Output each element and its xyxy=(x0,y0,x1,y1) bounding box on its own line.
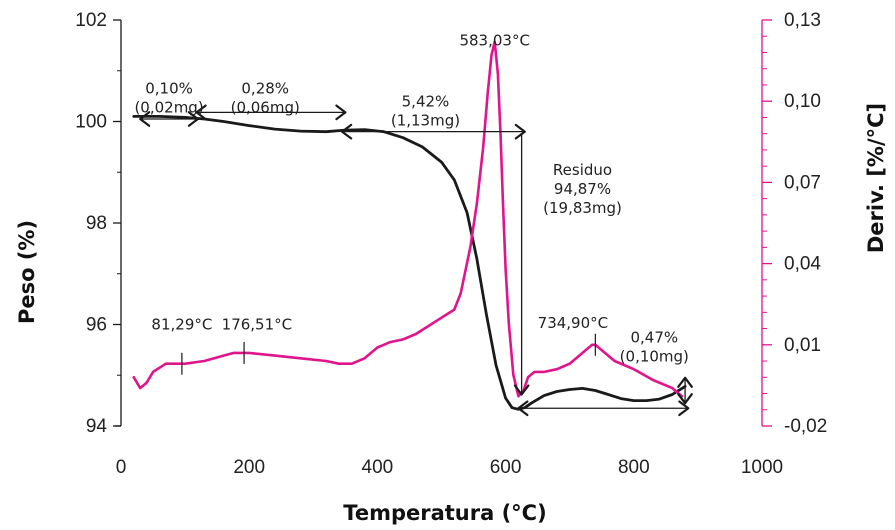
annotation-arrow-head xyxy=(187,111,199,127)
annotation-label: 0,47% xyxy=(630,328,678,346)
annotation-label: 5,42% xyxy=(402,92,450,110)
annotation-label: (0,02mg) xyxy=(134,99,203,117)
annotation-arrow-head xyxy=(514,123,526,140)
annotation-label: 583,03°C xyxy=(459,31,529,49)
annotation-label: (0,06mg) xyxy=(231,99,300,117)
annotation-arrow-head xyxy=(513,384,530,396)
y-left-tick-label: 98 xyxy=(86,213,107,234)
annotation-arrow-head xyxy=(517,400,529,417)
y-right-tick-label: 0,01 xyxy=(784,335,821,356)
axes-group xyxy=(113,19,772,427)
annotation-arrow-head xyxy=(195,104,207,121)
series-group xyxy=(132,40,687,411)
annotation-arrow-head xyxy=(139,111,151,127)
weight-series-line xyxy=(132,115,687,411)
annotation-label: 0,10% xyxy=(145,80,193,98)
annotation-label: 81,29°C xyxy=(151,316,212,334)
y-left-tick-label: 96 xyxy=(86,315,107,336)
annotation-label: (19,83mg) xyxy=(543,199,622,217)
annotations-group: 0,10%(0,02mg) 0,28%(0,06mg) 5,42%(1,13mg) R… xyxy=(134,31,688,365)
annotation-label: 734,90°C xyxy=(538,314,608,332)
y-left-axis-title: Peso (%) xyxy=(15,220,39,324)
x-axis-title: Temperatura (°C) xyxy=(343,501,546,525)
x-tick-label: 800 xyxy=(618,457,650,478)
x-tick-label: 200 xyxy=(233,457,265,478)
x-tick-label: 600 xyxy=(490,457,522,478)
annotation-label: 176,51°C xyxy=(222,316,292,334)
y-right-tick-label: 0,10 xyxy=(784,91,821,112)
x-tick-label: 400 xyxy=(362,457,394,478)
derivative-series-line xyxy=(132,40,684,398)
annotation-arrow-head xyxy=(335,104,347,121)
y-right-tick-label: 0,07 xyxy=(784,172,821,193)
y-left-tick-label: 102 xyxy=(75,10,107,31)
y-right-tick-label: 0,04 xyxy=(784,254,821,275)
y-right-axis-title: Deriv. [%/°C] xyxy=(864,103,888,253)
annotation-label: 0,28% xyxy=(241,80,289,98)
annotation-arrow-head xyxy=(677,376,693,388)
y-left-tick-label: 94 xyxy=(86,416,108,437)
annotation-label: 94,87% xyxy=(554,180,611,198)
annotation-label: Residuo xyxy=(553,161,612,179)
y-right-tick-label: -0,02 xyxy=(784,416,827,437)
annotation-arrow-head xyxy=(341,123,353,140)
annotation-arrow-head xyxy=(678,400,690,417)
y-right-tick-label: 0,13 xyxy=(784,10,821,31)
x-tick-label: 1000 xyxy=(741,457,783,478)
annotation-label: (1,13mg) xyxy=(391,111,460,129)
tick-labels-group: 94 96 98 100 102 -0,02 0,01 0,04 0,07 0,10 0,13 0 20… xyxy=(75,10,827,478)
annotation-label: (0,10mg) xyxy=(620,347,689,365)
y-left-tick-label: 100 xyxy=(75,112,107,133)
annotation-arrow-head xyxy=(677,393,693,405)
arrows-group xyxy=(139,104,693,417)
x-tick-label: 0 xyxy=(116,457,127,478)
